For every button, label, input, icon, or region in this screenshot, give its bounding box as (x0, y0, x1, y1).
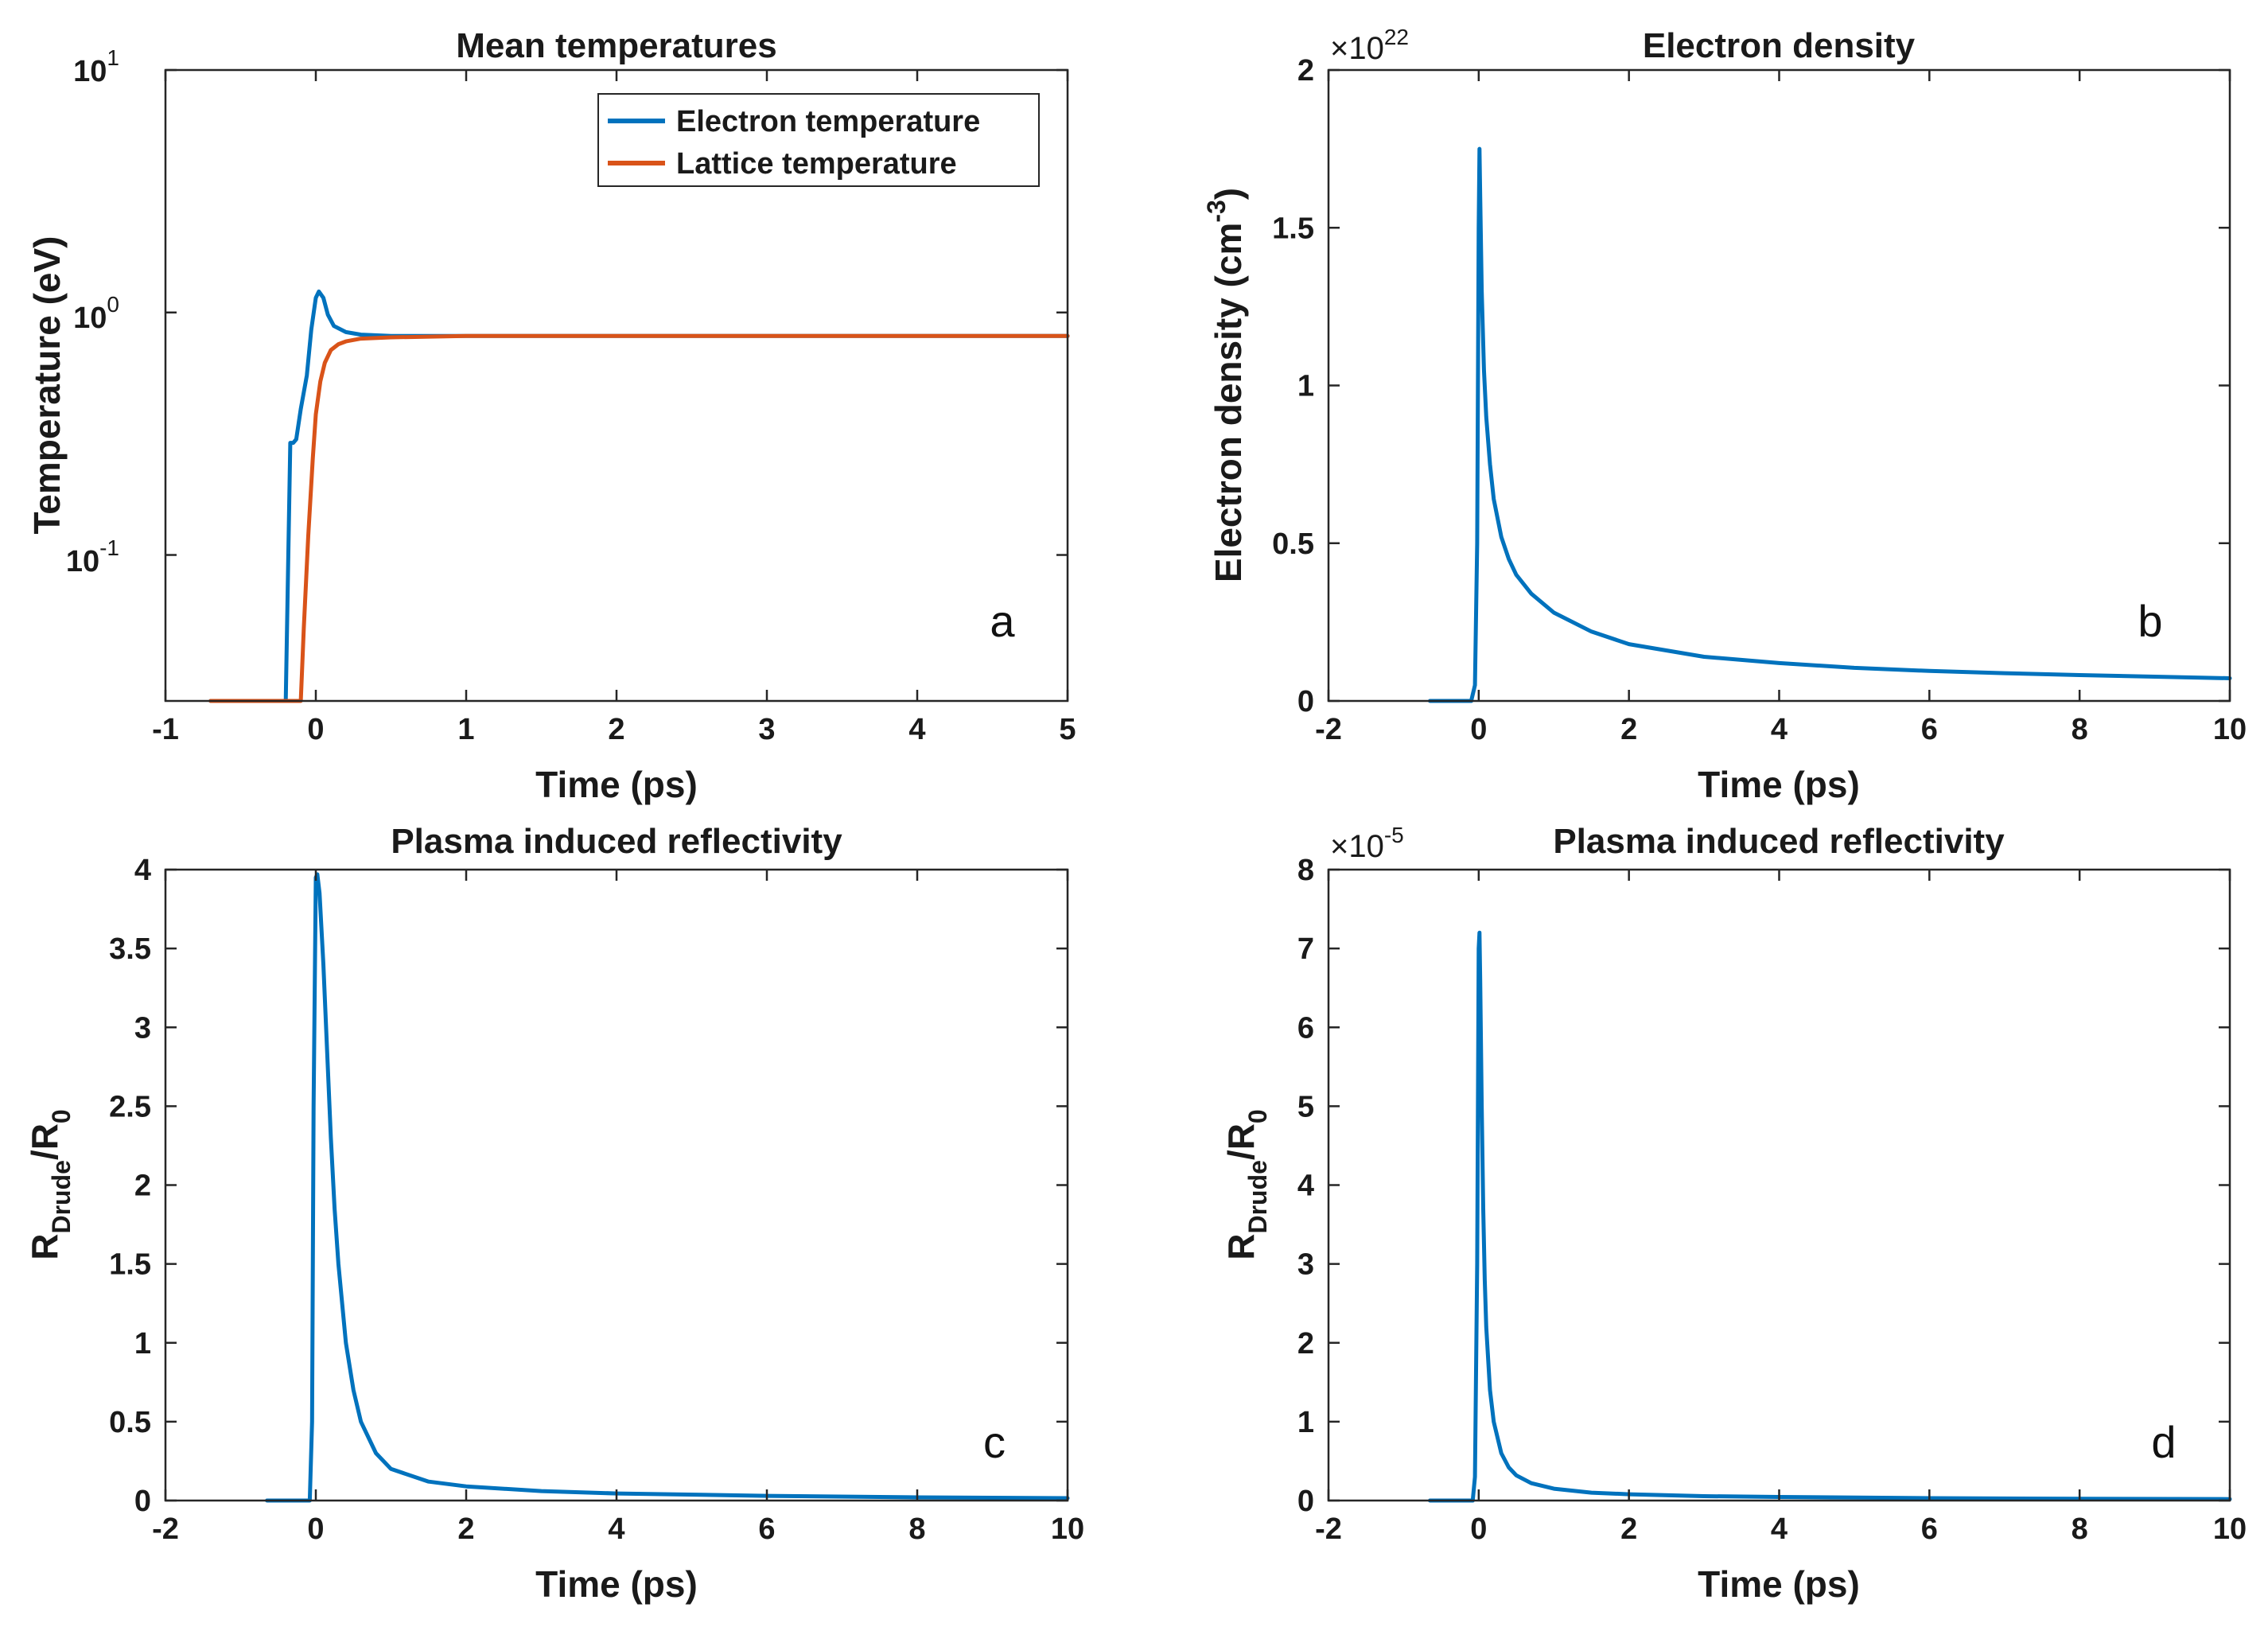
panel-d-xtick-label: 2 (1620, 1512, 1637, 1546)
panel-a-xtick-label: 3 (758, 713, 775, 746)
panel-c-series-r-drude-r-0 (265, 872, 1070, 1503)
panel-b-xtick-label: 4 (1771, 713, 1788, 746)
panel-b-exponent: ×1022 (1330, 25, 1409, 66)
panel-c-ytick-label: 3.5 (109, 932, 151, 966)
panel-b-xtick-label: -2 (1315, 713, 1342, 746)
panel-c-xtick-label: 2 (457, 1512, 474, 1546)
panel-b-axes-frame (1327, 68, 2231, 703)
panel-b-title: Electron density (1643, 26, 1916, 65)
panel-a-title: Mean temperatures (456, 26, 776, 65)
panel-c-ytick-label: 3 (134, 1011, 151, 1045)
panel-d-letter: d (2151, 1417, 2176, 1467)
panel-a-mean-temperatures: Mean temperatures -1 0 1 2 3 4 5 101 100 10-1 … (26, 26, 1076, 805)
panel-b-ytick-label: 1.5 (1272, 212, 1314, 245)
panel-c-ytick-label: 1.5 (109, 1248, 151, 1282)
panel-b-letter: b (2138, 596, 2162, 646)
panel-a-ytick-10-1: 101 (73, 45, 119, 88)
panel-b-electron-density: Electron density -2 0 2 4 6 8 10 00.511.52 ×10… (1202, 25, 2247, 805)
panel-b-xlabel: Time (ps) (1698, 764, 1860, 805)
panel-d-title: Plasma induced reflectivity (1553, 822, 2005, 861)
panel-b-ytick-label: 0.5 (1272, 527, 1314, 561)
panel-c-ytick-label: 2 (134, 1170, 151, 1203)
panel-d-ytick-label: 7 (1297, 932, 1314, 966)
panel-a-ytick-10-minus1: 10-1 (66, 535, 119, 578)
panel-d-ytick-label: 4 (1297, 1170, 1314, 1203)
panel-c-ytick-label: 4 (134, 854, 151, 887)
panel-d-plasma-reflectivity: Plasma induced reflectivity -2 0 2 4 6 8 10 01… (1220, 822, 2247, 1605)
panel-c-xtick-label: 6 (758, 1512, 775, 1546)
panel-a-ytick-10-0: 100 (73, 292, 119, 335)
panel-d-ytick-label: 2 (1297, 1327, 1314, 1361)
panel-c-ytick-label: 2.5 (109, 1090, 151, 1123)
panel-b-series-electron-density (1428, 146, 2232, 703)
panel-d-xlabel: Time (ps) (1698, 1563, 1860, 1605)
panel-a-series-electron-temperature (208, 289, 1070, 703)
panel-a-series-lattice-temperature (208, 333, 1070, 703)
panel-c-xlabel: Time (ps) (535, 1563, 698, 1605)
legend-label-lattice: Lattice temperature (676, 147, 957, 181)
panel-c-xtick-label: -2 (152, 1512, 179, 1546)
panel-d-xtick-label: 0 (1470, 1512, 1487, 1546)
legend-box (597, 93, 1040, 187)
panel-a-xlabel: Time (ps) (535, 764, 698, 805)
panel-a-xtick-label: 4 (908, 713, 925, 746)
panel-d-xtick-label: -2 (1315, 1512, 1342, 1546)
panel-d-ytick-label: 6 (1297, 1011, 1314, 1045)
panel-b-ylabel: Electron density (cm-3) (1202, 188, 1249, 582)
panel-c-ytick-label: 0.5 (109, 1406, 151, 1439)
panel-d-ytick-label: 0 (1297, 1485, 1314, 1518)
panel-c-axes-frame (164, 868, 1069, 1502)
panel-b-xtick-label: 0 (1470, 713, 1487, 746)
panel-b-xtick-label: 10 (2213, 713, 2247, 746)
panel-c-ytick-label: 0 (134, 1485, 151, 1518)
panel-d-ytick-label: 1 (1297, 1406, 1314, 1439)
panel-a-xtick-label: 2 (608, 713, 624, 746)
panel-d-exponent: ×10-5 (1330, 823, 1404, 864)
panel-d-ytick-label: 3 (1297, 1248, 1314, 1282)
panel-c-ylabel: RDrude/R0 (24, 1109, 76, 1259)
panel-c-letter: c (983, 1417, 1006, 1467)
panel-b-ytick-label: 1 (1297, 370, 1314, 403)
panel-a-legend: Electron temperature Lattice temperature (597, 93, 1040, 187)
panel-a-xtick-label: 1 (457, 713, 474, 746)
panel-a-xtick-label: 5 (1059, 713, 1076, 746)
panel-d-xtick-label: 8 (2072, 1512, 2088, 1546)
panel-a-xtick-label: 0 (307, 713, 324, 746)
panel-d-xtick-label: 10 (2213, 1512, 2247, 1546)
panel-a-letter: a (990, 596, 1015, 646)
panel-a-xtick-label: -1 (152, 713, 179, 746)
panel-d-ylabel: RDrude/R0 (1220, 1109, 1272, 1259)
panel-c-ytick-label: 1 (134, 1327, 151, 1361)
panel-c-xtick-label: 10 (1051, 1512, 1084, 1546)
panel-c-plasma-reflectivity: Plasma induced reflectivity -2 0 2 4 6 8 10 00… (24, 822, 1084, 1605)
panel-d-xtick-label: 4 (1771, 1512, 1788, 1546)
panel-b-xtick-label: 6 (1921, 713, 1938, 746)
panel-c-xtick-label: 4 (608, 1512, 624, 1546)
panel-d-ytick-label: 8 (1297, 854, 1314, 887)
panel-c-title: Plasma induced reflectivity (391, 822, 842, 861)
panel-b-ytick-label: 2 (1297, 54, 1314, 88)
panel-c-xtick-label: 8 (908, 1512, 925, 1546)
panel-b-xtick-label: 2 (1620, 713, 1637, 746)
panel-b-ytick-label: 0 (1297, 685, 1314, 718)
panel-b-xtick-label: 8 (2072, 713, 2088, 746)
panel-d-ytick-label: 5 (1297, 1090, 1314, 1123)
legend-label-electron: Electron temperature (676, 105, 980, 138)
panel-d-axes-frame (1327, 868, 2231, 1502)
panel-d-xtick-label: 6 (1921, 1512, 1938, 1546)
panel-a-ylabel: Temperature (eV) (26, 236, 68, 535)
panel-c-xtick-label: 0 (307, 1512, 324, 1546)
panel-d-series-r-drude-r-0 (1428, 930, 2232, 1503)
